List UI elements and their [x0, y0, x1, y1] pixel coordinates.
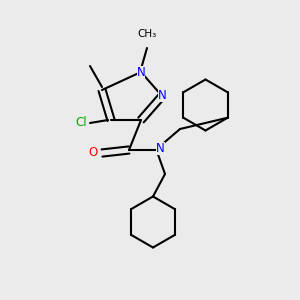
Text: Cl: Cl: [75, 116, 87, 130]
Text: CH₃: CH₃: [137, 29, 157, 39]
Text: N: N: [136, 65, 146, 79]
Text: O: O: [88, 146, 98, 160]
Text: N: N: [156, 142, 165, 155]
Text: N: N: [158, 89, 166, 103]
